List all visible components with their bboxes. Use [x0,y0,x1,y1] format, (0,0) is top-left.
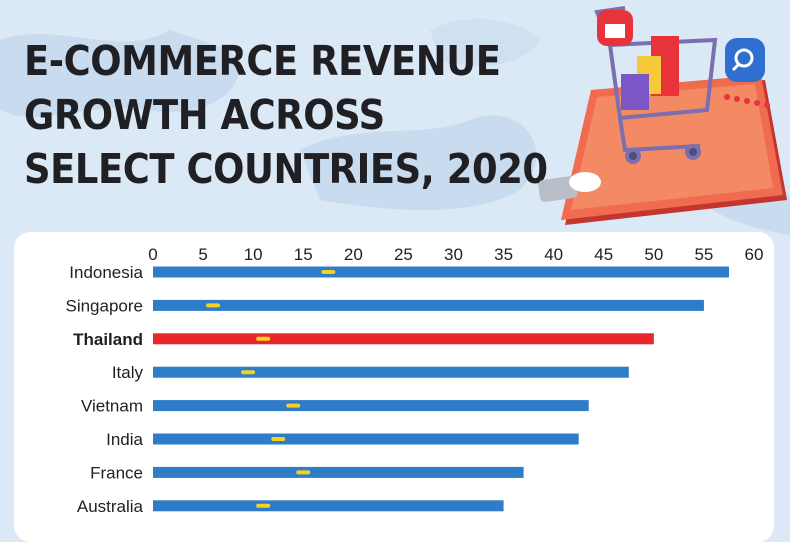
bar [153,500,504,512]
category-label: Thailand [73,330,143,349]
category-label: India [106,430,143,449]
x-tick-label: 40 [544,245,563,264]
shopping-bag-icon [621,36,679,110]
category-label: Australia [77,497,144,516]
x-tick-label: 0 [148,245,157,264]
bar-marker [321,270,336,274]
bar-marker [256,503,271,508]
chart-panel [14,232,774,542]
x-tick-label: 35 [494,245,513,264]
title-line-2: GROWTH ACROSS [24,91,385,139]
ecommerce-illustration [538,6,787,225]
bar [153,433,579,445]
bar-marker [286,403,301,408]
bar-chart: 0 5 10 15 20 25 30 35 40 45 50 55 60 Indonesia Singapo… [65,245,764,516]
title-line-1: E-COMMERCE REVENUE [24,37,501,85]
x-tick-label: 20 [344,245,363,264]
category-label: Vietnam [81,397,143,416]
bar [153,466,524,478]
x-tick-label: 5 [198,245,207,264]
x-tick-label: 60 [745,245,764,264]
bar-marker [241,370,256,375]
bar-marker [296,470,311,475]
x-tick-label: 45 [594,245,613,264]
category-label: Singapore [65,296,143,315]
bar-highlight [153,333,654,345]
x-tick-label: 55 [694,245,713,264]
x-tick-label: 15 [294,245,313,264]
bar [153,299,704,311]
category-label: Indonesia [69,263,143,282]
bar [153,366,629,378]
x-tick-label: 30 [444,245,463,264]
bar-marker [256,336,271,341]
bar-marker [271,437,286,441]
search-pin-icon [725,38,765,82]
x-tick-label: 25 [394,245,413,264]
bar [153,400,589,412]
x-tick-label: 50 [644,245,663,264]
store-pin-icon [597,10,633,46]
bar [153,266,729,278]
rating-stars-icon [724,94,770,108]
chart-title: E-COMMERCE REVENUE GROWTH ACROSS SELECT … [24,34,548,196]
category-label: Italy [112,363,144,382]
title-line-3: SELECT COUNTRIES, 2020 [24,145,548,193]
bar-marker [206,303,221,308]
x-tick-label: 10 [244,245,263,264]
category-label: France [90,463,143,482]
